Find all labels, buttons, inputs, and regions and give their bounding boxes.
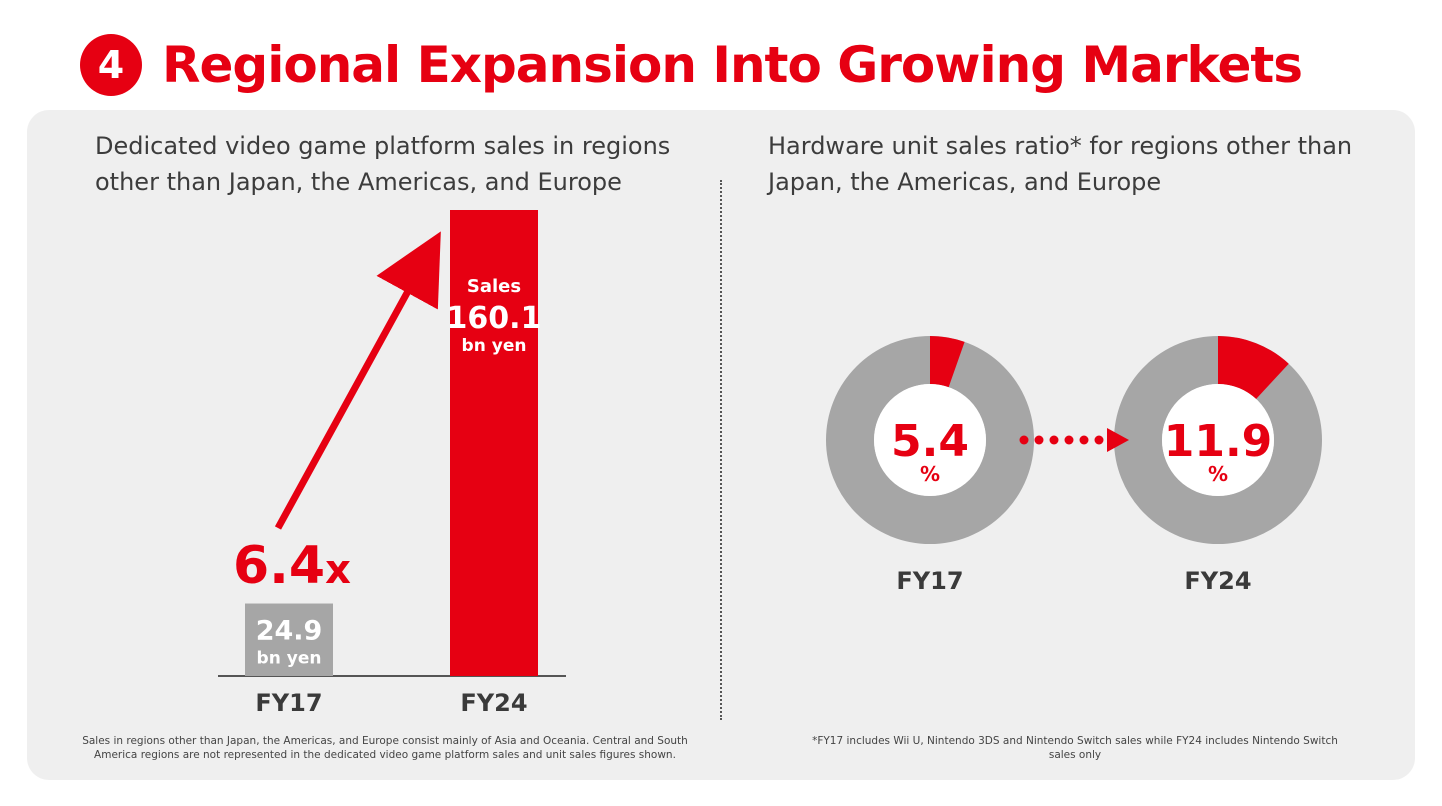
connector-dot	[1094, 435, 1104, 445]
x-tick-label-fy24: FY24	[460, 689, 527, 717]
panel-divider	[720, 180, 722, 720]
donut-label-fy17: FY17	[896, 567, 963, 595]
donut-slice-fy17	[826, 336, 1034, 544]
donut-slice-fy24	[1114, 336, 1322, 544]
growth-multiplier: 6.4x	[233, 536, 351, 596]
donut-label-fy24: FY24	[1184, 567, 1251, 595]
bar-unit-label: bn yen	[257, 649, 322, 669]
connector-arrowhead	[1107, 428, 1129, 452]
donut-unit-label: %	[920, 462, 940, 486]
bar-top-label: Sales	[467, 276, 521, 297]
connector-dot	[1064, 435, 1074, 445]
donut-hole	[874, 384, 986, 496]
donut-value-label: 5.4	[891, 416, 969, 467]
donut-chart-title: Hardware unit sales ratio* for regions o…	[768, 132, 1353, 196]
bar-chart-title: Dedicated video game platform sales in r…	[95, 132, 671, 196]
title-row: 4 Regional Expansion Into Growing Market…	[80, 30, 1303, 100]
bar-value-label: 24.9	[256, 616, 323, 647]
bar-unit-label: bn yen	[462, 336, 527, 356]
bar-chart-footnote: Sales in regions other than Japan, the A…	[82, 735, 688, 761]
donut-charts: 5.4% FY17 11.9% FY24	[826, 336, 1322, 595]
donut-hole	[1162, 384, 1274, 496]
bar-value-label: 160.1	[447, 301, 542, 336]
x-tick-label-fy17: FY17	[255, 689, 322, 717]
connector-dot	[1049, 435, 1059, 445]
donut-value-label: 11.9	[1164, 416, 1273, 467]
growth-arrow	[274, 231, 441, 530]
connector-dot	[1079, 435, 1089, 445]
page-title: Regional Expansion Into Growing Markets	[162, 36, 1303, 94]
connector-dot	[1034, 435, 1044, 445]
donut-chart-footnote: *FY17 includes Wii U, Nintendo 3DS and N…	[812, 735, 1338, 761]
connector-dot	[1019, 435, 1029, 445]
bar-fy24	[450, 210, 538, 676]
donut-unit-label: %	[1208, 462, 1228, 486]
bar-fy17	[245, 603, 333, 676]
section-number-badge: 4	[80, 34, 142, 96]
